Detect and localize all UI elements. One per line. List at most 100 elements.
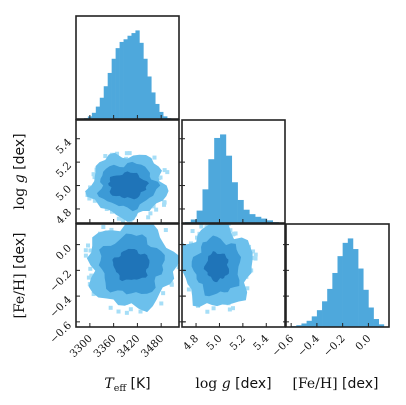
- hist-bar: [373, 319, 379, 327]
- hist-bar: [147, 76, 152, 119]
- x-tick-label: 3360: [91, 333, 118, 360]
- density-speckle: [109, 209, 114, 214]
- density-speckle: [151, 204, 156, 209]
- density-speckle: [162, 168, 167, 173]
- density-speckle: [128, 307, 133, 312]
- density-speckle: [199, 224, 204, 229]
- density-speckle: [253, 256, 258, 261]
- hist-bar: [95, 106, 101, 119]
- density-speckle: [253, 252, 258, 257]
- hist-bar: [322, 301, 328, 327]
- density-speckle: [230, 306, 235, 311]
- hist-bar: [111, 58, 116, 119]
- density-speckle: [162, 202, 167, 207]
- density-speckle: [83, 248, 88, 253]
- hist-bar: [378, 324, 385, 327]
- y-tick-label: −0.4: [48, 294, 75, 321]
- density-speckle: [189, 241, 194, 246]
- y-tick-label: −0.6: [48, 319, 75, 346]
- hist-bar: [358, 268, 364, 327]
- hist-bar: [190, 219, 197, 223]
- hist-bar: [225, 155, 233, 223]
- hist-bar: [107, 72, 112, 119]
- hist-bar: [127, 35, 132, 119]
- density-speckle: [154, 207, 159, 212]
- density-speckle: [115, 151, 120, 156]
- density-speckle: [227, 307, 232, 312]
- panel-frame: [285, 223, 390, 328]
- density-speckle: [233, 231, 238, 236]
- x-tick-label: 4.8: [181, 333, 201, 353]
- panel-frame: [181, 119, 286, 224]
- density-level-3: [112, 248, 150, 282]
- density-speckle: [103, 154, 108, 159]
- hist-bar: [119, 41, 124, 119]
- density-speckle: [83, 253, 88, 258]
- density-speckle: [121, 219, 126, 223]
- density-level-3: [203, 251, 230, 283]
- hist-bar: [202, 189, 209, 223]
- hist-bar: [261, 218, 268, 223]
- density-speckle: [251, 255, 256, 260]
- density-speckle: [91, 292, 96, 297]
- hist-bar: [296, 325, 302, 327]
- hist-bar: [155, 103, 160, 119]
- hist-bar: [266, 220, 274, 223]
- hist-bar: [332, 272, 338, 327]
- hist-bar: [220, 134, 227, 223]
- density-speckle: [159, 301, 164, 306]
- x-tick-label: 0.0: [353, 333, 373, 353]
- density-logg-feh: [182, 224, 258, 314]
- x-axis-label-teff: Teff [K]: [104, 376, 150, 394]
- hist-bar: [311, 316, 318, 327]
- x-tick-label: 5.2: [228, 333, 248, 353]
- x-tick-label: 5.0: [204, 333, 224, 353]
- hist-bar: [249, 214, 256, 223]
- density-speckle: [92, 175, 97, 180]
- density-speckle: [101, 225, 106, 230]
- density-speckle: [88, 266, 93, 271]
- panel-frame: [75, 119, 180, 224]
- hist-bar: [131, 33, 136, 119]
- hist-bar: [151, 92, 156, 119]
- density-level-3: [108, 171, 150, 200]
- density-speckle: [89, 273, 94, 278]
- hist-bar: [139, 42, 144, 119]
- density-speckle: [152, 155, 157, 160]
- hist-bar: [91, 112, 97, 119]
- histogram-feh: [291, 238, 385, 327]
- hist-bar: [115, 48, 120, 119]
- x-tick-label: 5.4: [251, 332, 272, 353]
- panel-frame: [75, 223, 180, 328]
- density-speckle: [186, 287, 191, 292]
- x-tick-label: −0.6: [270, 332, 297, 359]
- density-speckle: [140, 215, 144, 219]
- density-speckle: [116, 216, 121, 221]
- density-speckle: [87, 196, 92, 201]
- density-speckle: [124, 151, 129, 156]
- density-speckle: [163, 228, 168, 233]
- density-speckle: [165, 170, 170, 175]
- hist-bar: [368, 307, 374, 327]
- hist-bar: [143, 58, 148, 119]
- density-speckle: [86, 275, 91, 280]
- y-axis-label-logg: log g [dex]: [12, 133, 28, 209]
- histogram-teff: [83, 30, 172, 119]
- hist-bar: [135, 30, 140, 119]
- y-tick-label: 0.0: [54, 242, 74, 262]
- density-teff-logg: [85, 151, 170, 223]
- density-speckle: [86, 243, 91, 248]
- x-axis-label-feh: [Fe/H] [dex]: [292, 376, 378, 392]
- density-speckle: [124, 310, 129, 315]
- density-speckle: [245, 286, 250, 291]
- density-teff-feh: [83, 215, 179, 315]
- histogram-logg: [184, 134, 279, 223]
- hist-bar: [306, 320, 313, 327]
- y-tick-label: 5.2: [54, 160, 74, 180]
- x-axis-label-logg: log g [dex]: [195, 376, 271, 392]
- density-speckle: [91, 172, 96, 177]
- hist-bar: [243, 209, 250, 223]
- hist-bar: [237, 199, 244, 223]
- y-tick-label: −0.2: [48, 268, 75, 295]
